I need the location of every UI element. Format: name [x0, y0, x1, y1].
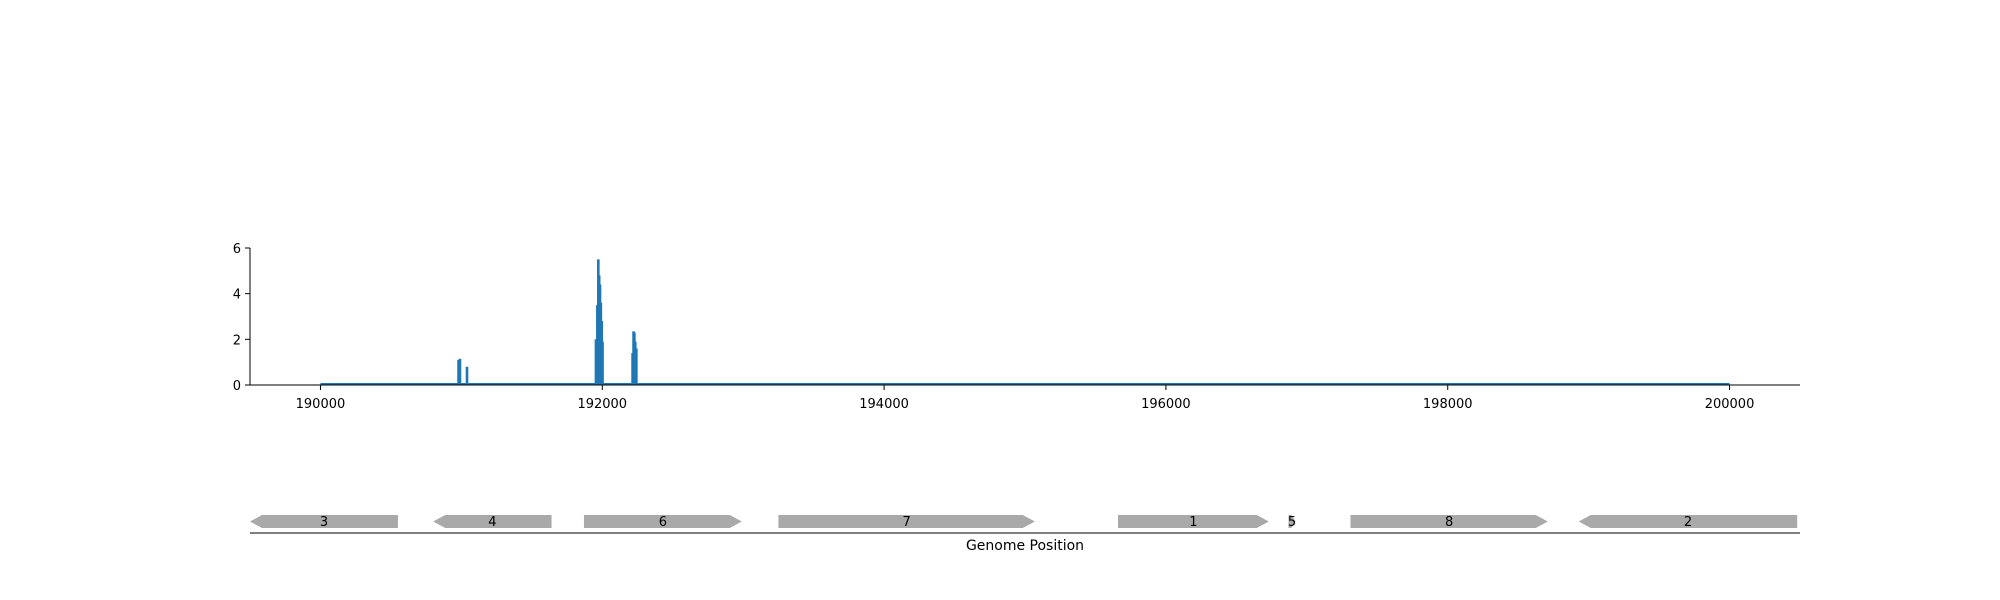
- gene-label: 3: [320, 515, 328, 530]
- gene-label: 8: [1445, 515, 1453, 530]
- gene-arrow: [250, 515, 398, 528]
- x-axis-title: Genome Position: [966, 538, 1084, 554]
- gene-arrow: [778, 515, 1035, 528]
- x-tick-label: 198000: [1423, 397, 1473, 412]
- gene-arrow: [1118, 515, 1269, 528]
- x-tick-label: 196000: [1141, 397, 1191, 412]
- gene-label: 6: [659, 515, 667, 530]
- gene-arrow: [1578, 515, 1798, 528]
- gene-arrow: [1350, 515, 1548, 528]
- gene-label: 5: [1288, 515, 1296, 530]
- gene-label: 1: [1189, 515, 1197, 530]
- y-tick-label: 2: [233, 333, 241, 348]
- coverage-panel: 0 2 4 6 190000 192000 194000 196000 198000 20000…: [233, 242, 1800, 412]
- x-tick-label: 200000: [1705, 397, 1755, 412]
- gene-arrows: 3 4 6 7 1 5 8 2: [250, 515, 1798, 530]
- x-tick-label: 190000: [296, 397, 346, 412]
- y-tick-label: 4: [233, 288, 241, 303]
- x-axis-ticks: 190000 192000 194000 196000 198000 200000: [296, 385, 1755, 412]
- gene-arrow: [433, 515, 552, 528]
- x-tick-label: 194000: [859, 397, 909, 412]
- coverage-marks: [457, 259, 638, 385]
- gene-arrow: [1288, 515, 1296, 528]
- gene-label: 4: [488, 515, 496, 530]
- x-tick-label: 192000: [577, 397, 627, 412]
- y-axis-ticks: 0 2 4 6: [233, 242, 250, 394]
- y-tick-label: 0: [233, 379, 241, 394]
- y-tick-label: 6: [233, 242, 241, 257]
- gene-label: 7: [902, 515, 910, 530]
- gene-arrow: [583, 515, 742, 528]
- gene-label: 2: [1684, 515, 1692, 530]
- gene-track: 3 4 6 7 1 5 8 2 Genome Position: [250, 515, 1800, 554]
